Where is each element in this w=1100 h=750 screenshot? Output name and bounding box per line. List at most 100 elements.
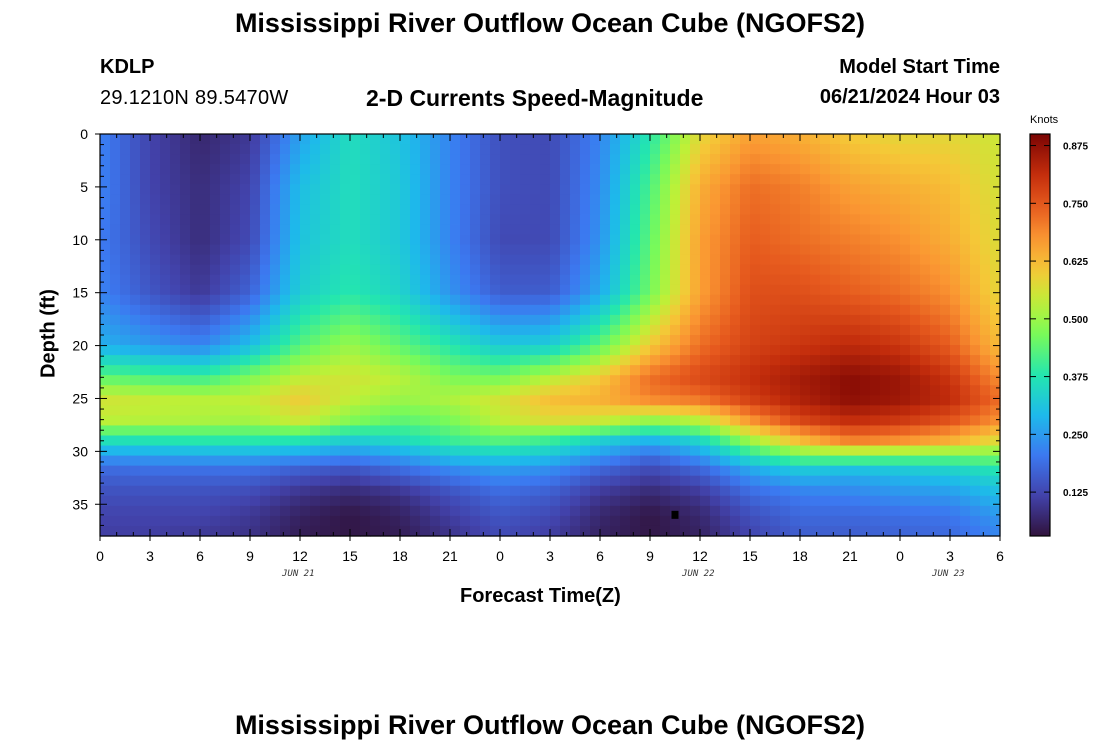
heatmap-cell <box>470 234 481 246</box>
heatmap-cell <box>950 184 961 195</box>
heatmap-cell <box>170 425 181 437</box>
heatmap-cell <box>610 495 621 507</box>
heatmap-cell <box>580 385 591 396</box>
heatmap-cell <box>680 355 691 366</box>
heatmap-cell <box>410 375 421 386</box>
heatmap-cell <box>790 485 801 497</box>
heatmap-cell <box>640 435 651 447</box>
heatmap-cell <box>370 284 381 296</box>
heatmap-cell <box>910 395 921 406</box>
heatmap-cell <box>510 405 521 416</box>
heatmap-cell <box>720 345 731 356</box>
heatmap-cell <box>140 144 151 155</box>
heatmap-cell <box>540 485 551 497</box>
heatmap-cell <box>370 455 381 467</box>
heatmap-cell <box>280 304 291 316</box>
heatmap-cell <box>360 515 371 527</box>
heatmap-cell <box>280 365 291 376</box>
heatmap-cell <box>910 314 921 326</box>
heatmap-cell <box>670 274 681 286</box>
heatmap-cell <box>800 214 811 226</box>
heatmap-cell <box>330 355 341 366</box>
heatmap-cell <box>510 485 521 497</box>
heatmap-cell <box>250 355 261 366</box>
heatmap-cell <box>740 455 751 467</box>
heatmap-cell <box>190 495 201 507</box>
heatmap-cell <box>800 415 811 427</box>
heatmap-cell <box>600 314 611 326</box>
heatmap-cell <box>460 345 471 356</box>
heatmap-cell <box>360 395 371 406</box>
heatmap-cell <box>820 385 831 396</box>
heatmap-cell <box>860 284 871 296</box>
heatmap-cell <box>230 154 241 165</box>
heatmap-cell <box>770 214 781 226</box>
heatmap-cell <box>350 134 361 145</box>
heatmap-cell <box>690 365 701 376</box>
heatmap-cell <box>390 345 401 356</box>
heatmap-cell <box>100 224 111 236</box>
heatmap-cell <box>920 335 931 346</box>
heatmap-cell <box>640 465 651 477</box>
heatmap-cell <box>340 324 351 336</box>
heatmap-cell <box>580 365 591 376</box>
heatmap-cell <box>700 445 711 457</box>
heatmap-cell <box>660 184 671 195</box>
heatmap-cell <box>430 214 441 226</box>
heatmap-cell <box>320 415 331 427</box>
heatmap-cell <box>200 455 211 467</box>
heatmap-cell <box>160 335 171 346</box>
heatmap-cell <box>910 385 921 396</box>
heatmap-cell <box>350 274 361 286</box>
heatmap-cell <box>800 405 811 416</box>
heatmap-cell <box>530 515 541 527</box>
heatmap-cell <box>110 415 121 427</box>
heatmap-cell <box>100 475 111 487</box>
heatmap-cell <box>300 204 311 215</box>
heatmap-cell <box>520 465 531 477</box>
heatmap-cell <box>100 154 111 165</box>
heatmap-cell <box>790 505 801 517</box>
heatmap-cell <box>820 475 831 487</box>
heatmap-cell <box>660 134 671 145</box>
heatmap-cell <box>410 515 421 527</box>
heatmap-cell <box>390 234 401 246</box>
heatmap-cell <box>310 365 321 376</box>
heatmap-cell <box>200 214 211 226</box>
heatmap-cell <box>440 475 451 487</box>
heatmap-cell <box>560 314 571 326</box>
heatmap-cell <box>540 495 551 507</box>
heatmap-cell <box>470 425 481 437</box>
heatmap-cell <box>680 194 691 205</box>
heatmap-cell <box>250 475 261 487</box>
heatmap-cell <box>230 385 241 396</box>
heatmap-cell <box>730 304 741 316</box>
heatmap-cell <box>890 335 901 346</box>
heatmap-cell <box>560 214 571 226</box>
heatmap-cell <box>200 314 211 326</box>
heatmap-cell <box>950 395 961 406</box>
heatmap-cell <box>870 234 881 246</box>
heatmap-cell <box>310 395 321 406</box>
heatmap-cell <box>720 425 731 437</box>
heatmap-cell <box>830 284 841 296</box>
heatmap-cell <box>160 224 171 236</box>
heatmap-cell <box>130 184 141 195</box>
heatmap-cell <box>600 365 611 376</box>
heatmap-cell <box>810 154 821 165</box>
heatmap-cell <box>340 284 351 296</box>
heatmap-cell <box>690 415 701 427</box>
heatmap-cell <box>740 435 751 447</box>
heatmap-cell <box>530 184 541 195</box>
heatmap-cell <box>690 314 701 326</box>
heatmap-cell <box>580 405 591 416</box>
heatmap-cell <box>780 475 791 487</box>
heatmap-cell <box>920 425 931 437</box>
heatmap-cell <box>420 174 431 185</box>
heatmap-cell <box>260 144 271 155</box>
heatmap-cell <box>290 154 301 165</box>
heatmap-cell <box>940 445 951 457</box>
heatmap-cell <box>100 515 111 527</box>
heatmap-cell <box>730 314 741 326</box>
heatmap-cell <box>830 375 841 386</box>
